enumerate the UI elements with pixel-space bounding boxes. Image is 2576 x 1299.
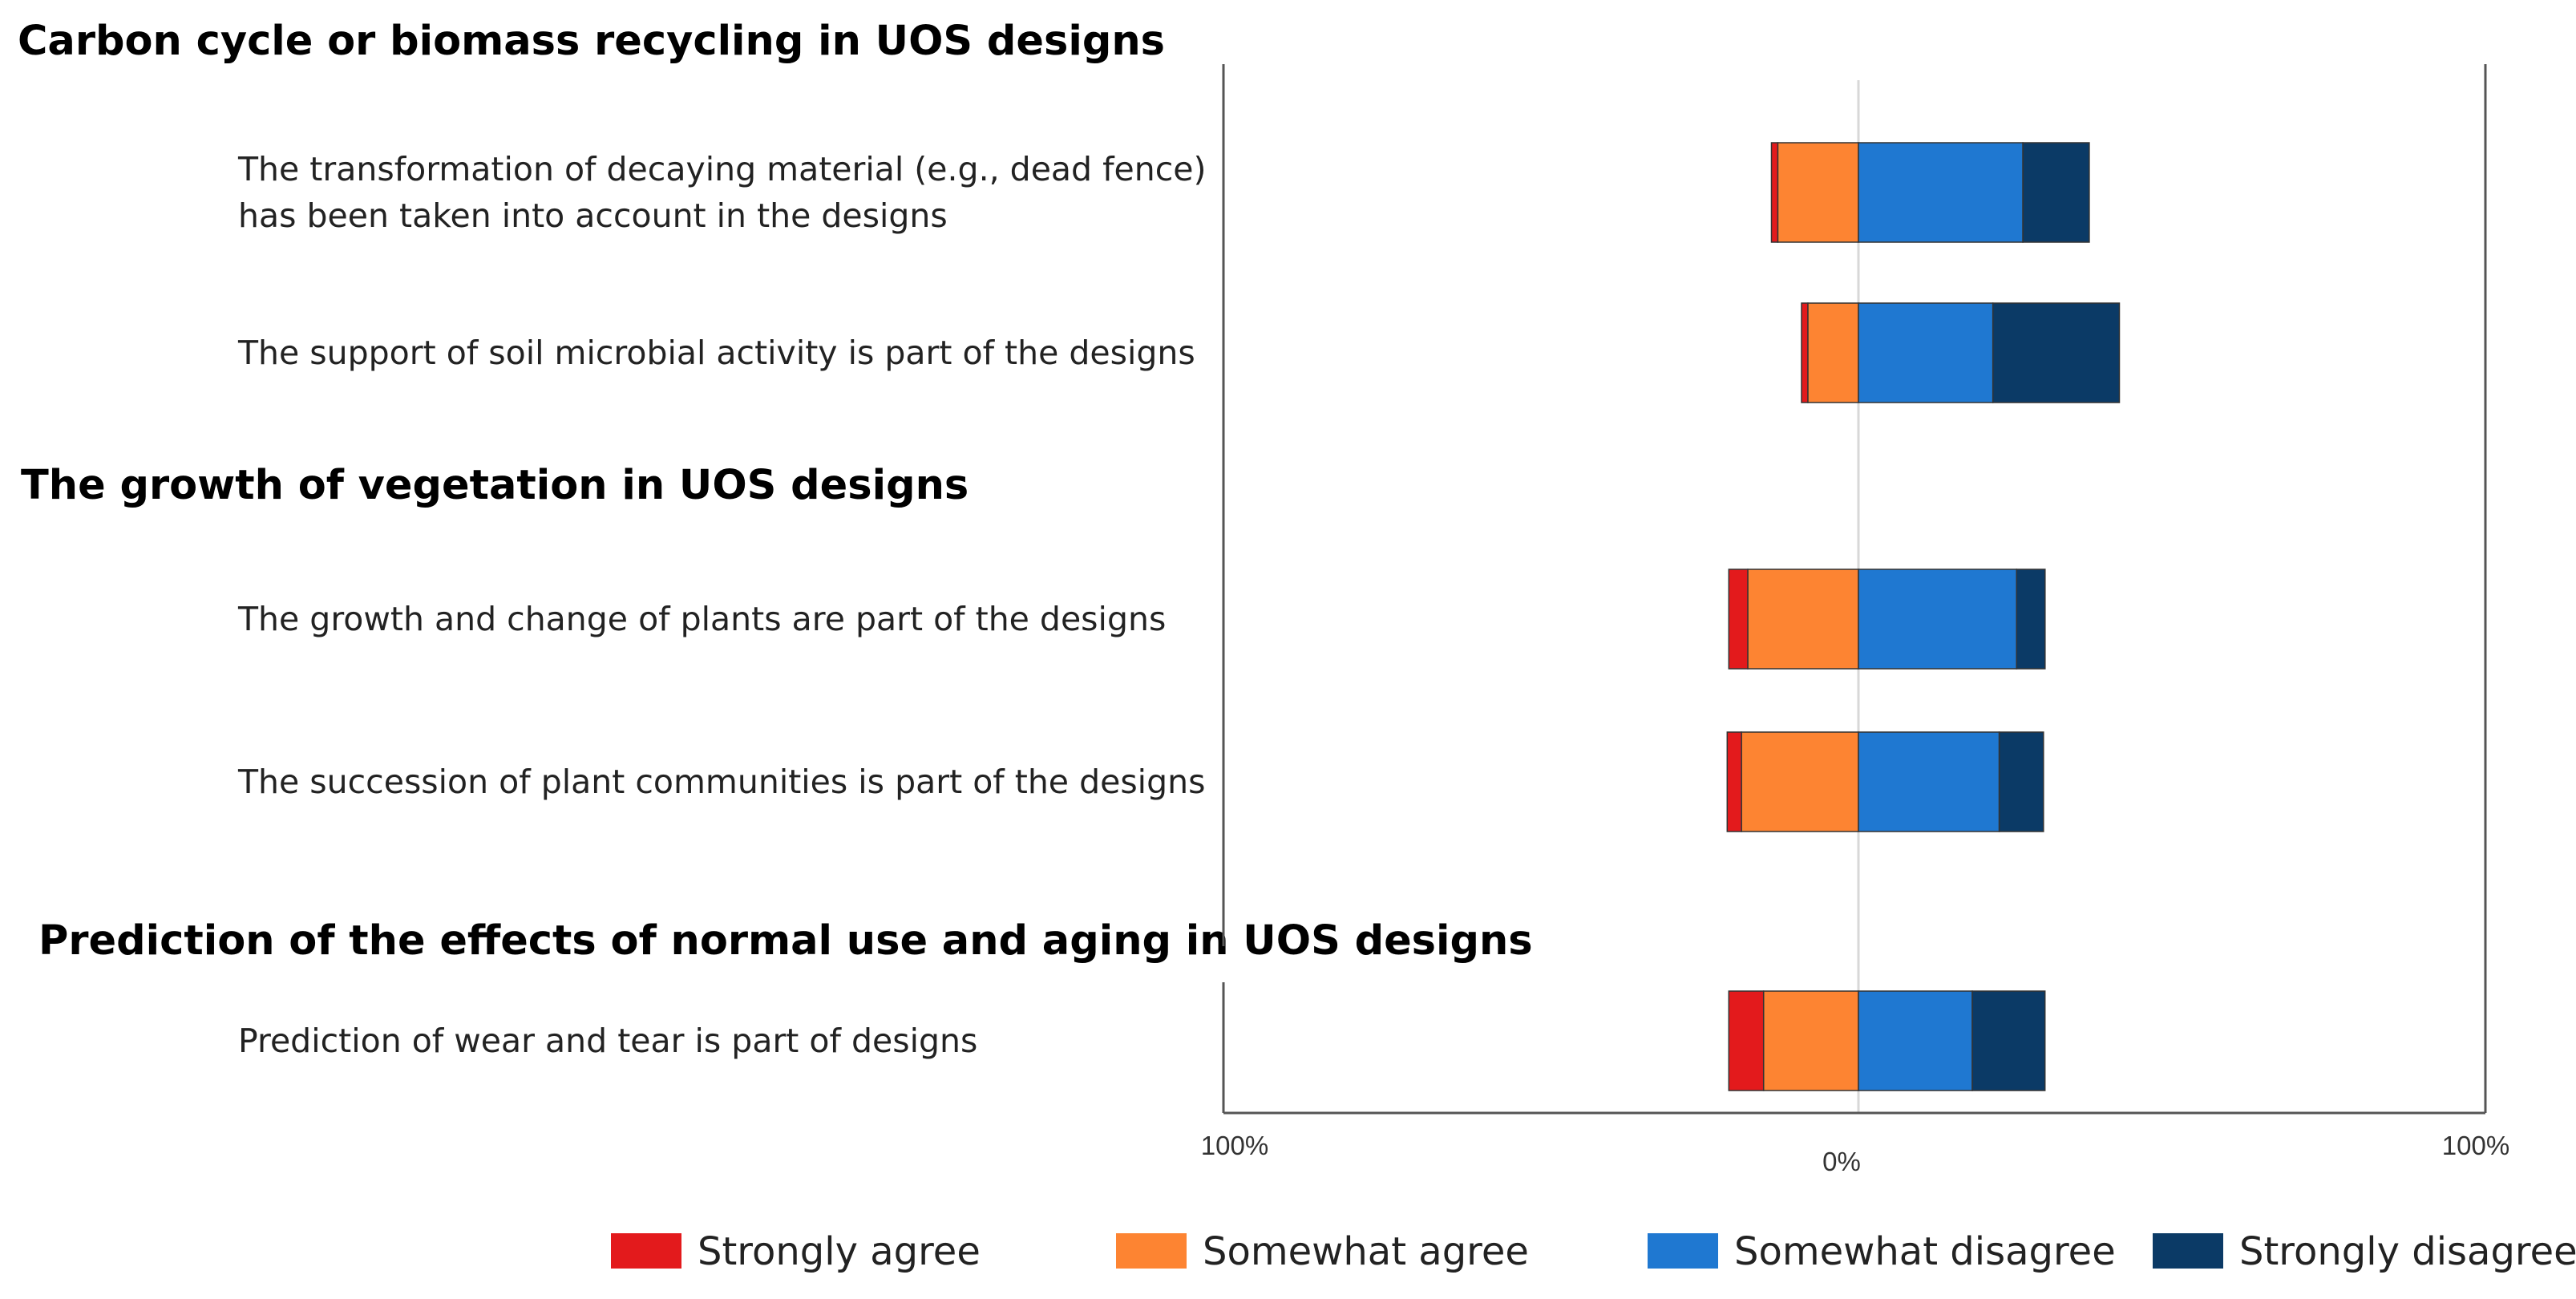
legend: Strongly agree Somewhat agree Somewhat dis… — [611, 1229, 2576, 1274]
section-title: Carbon cycle or biomass recycling in UOS… — [18, 18, 1165, 65]
row-label: The support of soil microbial activity i… — [237, 334, 1195, 372]
bar-segment-strongly-agree — [1728, 990, 1765, 1091]
bar-segment-strongly-agree — [1726, 731, 1742, 832]
bar-segment-somewhat-agree — [1741, 731, 1859, 832]
bar-segment-somewhat-disagree — [1858, 302, 1994, 403]
bar-segment-somewhat-agree — [1747, 569, 1859, 670]
tick-label: 100% — [2442, 1131, 2509, 1160]
bar-segment-strongly-agree — [1801, 302, 1809, 403]
row-label: The growth and change of plants are part… — [237, 600, 1166, 638]
legend-swatch — [611, 1233, 681, 1269]
bar-segment-strongly-disagree — [2016, 569, 2046, 670]
tick-label: 0% — [1822, 1147, 1861, 1176]
section-title: Prediction of the effects of normal use … — [38, 917, 1533, 965]
legend-label: Somewhat agree — [1203, 1229, 1529, 1274]
legend-label: Somewhat disagree — [1734, 1229, 2116, 1274]
bar-segment-somewhat-agree — [1807, 302, 1859, 403]
bar-segment-strongly-disagree — [2022, 142, 2090, 243]
section-title: The growth of vegetation in UOS designs — [21, 462, 969, 509]
row-label: The succession of plant communities is p… — [237, 763, 1205, 801]
legend-swatch — [2153, 1233, 2223, 1269]
tick-labels: 100% 0% 100% — [1201, 1131, 2509, 1176]
row-labels: The transformation of decaying material … — [237, 150, 1207, 1060]
legend-swatch — [1648, 1233, 1718, 1269]
legend-swatch — [1116, 1233, 1187, 1269]
bar-segment-somewhat-agree — [1762, 990, 1859, 1091]
row-label: has been taken into account in the desig… — [238, 196, 948, 235]
bar-segment-somewhat-disagree — [1858, 731, 2000, 832]
legend-label: Strongly disagree — [2239, 1229, 2576, 1274]
section-titles: Carbon cycle or biomass recycling in UOS… — [18, 18, 1533, 965]
bars — [1726, 142, 2121, 1091]
bar-segment-strongly-disagree — [1992, 302, 2121, 403]
bar-segment-somewhat-disagree — [1858, 990, 1973, 1091]
legend-label: Strongly agree — [698, 1229, 981, 1274]
bar-segment-strongly-agree — [1728, 569, 1749, 670]
row-label: Prediction of wear and tear is part of d… — [238, 1022, 977, 1060]
bar-segment-somewhat-disagree — [1858, 142, 2024, 243]
bar-segment-strongly-disagree — [1971, 990, 2046, 1091]
bar-segment-somewhat-disagree — [1858, 569, 2018, 670]
bar-segment-somewhat-agree — [1777, 142, 1859, 243]
bar-segment-strongly-agree — [1770, 142, 1779, 243]
tick-label: 100% — [1201, 1131, 1268, 1160]
row-label: The transformation of decaying material … — [237, 150, 1207, 188]
bar-segment-strongly-disagree — [1998, 731, 2044, 832]
